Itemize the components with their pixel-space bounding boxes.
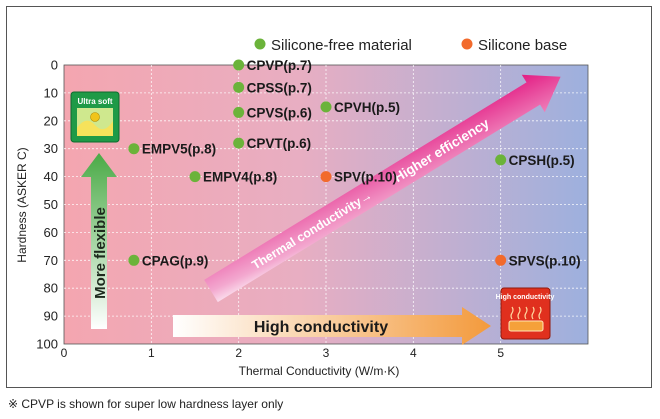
point-label: CPSH(p.5) xyxy=(509,153,575,168)
x-tick-label: 0 xyxy=(61,346,68,360)
point-label: EMPV4(p.8) xyxy=(203,170,277,185)
y-tick-label: 90 xyxy=(44,309,58,324)
legend-label-silicone-free: Silicone-free material xyxy=(271,37,412,54)
point-cpsh: CPSH(p.5) xyxy=(495,153,575,168)
legend: Silicone-free material Silicone base xyxy=(254,37,567,54)
point-label: CPVP(p.7) xyxy=(247,58,312,73)
y-tick-labels: 0 10 20 30 40 50 60 70 80 90 100 xyxy=(36,58,58,352)
legend-marker-silicone-base xyxy=(461,38,473,50)
point-cpag: CPAG(p.9) xyxy=(128,253,208,268)
point-marker xyxy=(233,106,245,118)
y-tick-label: 100 xyxy=(36,337,58,352)
point-cpvh: CPVH(p.5) xyxy=(320,100,400,115)
y-tick-label: 60 xyxy=(44,225,58,240)
point-marker xyxy=(128,254,140,266)
gridlines xyxy=(64,65,588,344)
point-spvs: SPVS(p.10) xyxy=(495,253,581,268)
point-label: CPVT(p.6) xyxy=(247,136,312,151)
x-tick-label: 5 xyxy=(497,346,504,360)
high-conductivity-badge-label: High conductivity xyxy=(496,294,555,301)
point-label: EMPV5(p.8) xyxy=(142,142,216,157)
point-empv5: EMPV5(p.8) xyxy=(128,142,216,157)
high-conductivity-badge: High conductivity xyxy=(496,287,555,340)
y-axis-label: Hardness (ASKER C) xyxy=(15,147,29,262)
point-marker xyxy=(495,154,507,166)
x-axis-label: Thermal Conductivity (W/m·K) xyxy=(239,364,400,378)
hardness-conductivity-chart: 0 10 20 30 40 50 60 70 80 90 100 0 1 2 3 4 5 Thermal Co… xyxy=(15,37,589,378)
point-cpvt: CPVT(p.6) xyxy=(233,136,311,151)
legend-label-silicone-base: Silicone base xyxy=(478,37,567,54)
high-conductivity-arrow: High conductivity xyxy=(173,307,491,345)
x-tick-label: 4 xyxy=(410,346,417,360)
point-marker xyxy=(233,81,245,93)
y-tick-label: 70 xyxy=(44,253,58,268)
heat-waves-icon xyxy=(510,306,542,320)
point-label: CPVS(p.6) xyxy=(247,105,312,120)
ultra-soft-badge: Ultra soft xyxy=(70,91,120,143)
footnote: ※ CPVP is shown for super low hardness l… xyxy=(8,397,284,411)
point-label: CPAG(p.9) xyxy=(142,253,209,268)
point-marker xyxy=(233,59,245,71)
point-spv: SPV(p.10) xyxy=(320,170,397,185)
ultra-soft-label: Ultra soft xyxy=(77,97,112,106)
point-label: CPVH(p.5) xyxy=(334,100,400,115)
point-marker xyxy=(128,143,140,155)
point-empv4: EMPV4(p.8) xyxy=(189,170,277,185)
data-points: CPVP(p.7) CPSS(p.7) CPVS(p.6) CPVH(p.5) CPVT… xyxy=(128,58,581,268)
y-tick-label: 80 xyxy=(44,281,58,296)
high-conductivity-label: High conductivity xyxy=(254,319,388,336)
point-marker xyxy=(495,254,507,266)
x-tick-label: 2 xyxy=(235,346,242,360)
point-label: SPVS(p.10) xyxy=(509,253,581,268)
point-marker xyxy=(189,171,201,183)
y-tick-label: 20 xyxy=(44,113,58,128)
x-tick-label: 3 xyxy=(323,346,330,360)
y-tick-label: 30 xyxy=(44,141,58,156)
x-tick-labels: 0 1 2 3 4 5 xyxy=(61,346,505,360)
point-cpvp: CPVP(p.7) xyxy=(233,58,312,73)
y-tick-label: 10 xyxy=(44,85,58,100)
point-label: CPSS(p.7) xyxy=(247,80,312,95)
x-tick-label: 1 xyxy=(148,346,155,360)
chart-frame: 0 10 20 30 40 50 60 70 80 90 100 0 1 2 3 4 5 Thermal Co… xyxy=(6,6,652,388)
point-marker xyxy=(320,101,332,113)
y-tick-label: 0 xyxy=(51,58,58,73)
heater-plate-icon xyxy=(508,320,544,332)
legend-marker-silicone-free xyxy=(254,38,266,50)
point-marker xyxy=(233,137,245,149)
y-tick-label: 40 xyxy=(44,169,58,184)
y-tick-label: 50 xyxy=(44,197,58,212)
point-cpss: CPSS(p.7) xyxy=(233,80,312,95)
point-cpvs: CPVS(p.6) xyxy=(233,105,312,120)
more-flexible-arrow: More flexible xyxy=(81,153,117,329)
point-label: SPV(p.10) xyxy=(334,170,397,185)
more-flexible-label: More flexible xyxy=(92,207,109,299)
point-marker xyxy=(320,171,332,183)
